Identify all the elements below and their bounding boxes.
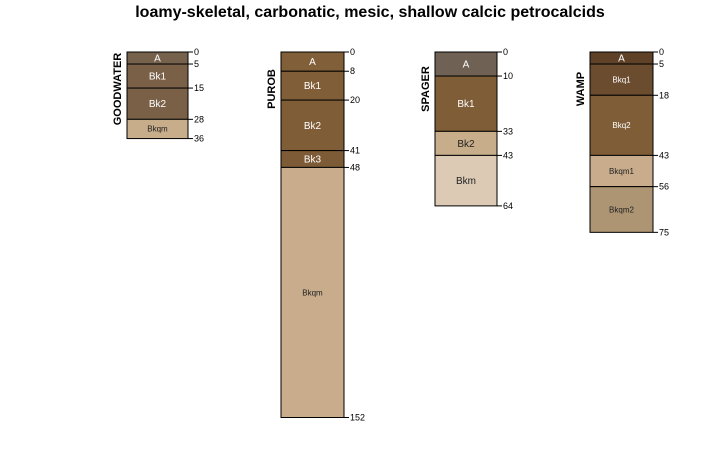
horizon-label: Bkqm: [147, 125, 168, 134]
horizon-label: Bkq1: [612, 75, 631, 84]
depth-label: 0: [503, 47, 508, 57]
profile-name: PUROB: [266, 69, 278, 109]
depth-label: 0: [194, 47, 199, 57]
horizon-label: Bkqm1: [609, 167, 634, 176]
figure-title: loamy-skeletal, carbonatic, mesic, shall…: [135, 4, 605, 21]
horizon-label: A: [309, 57, 316, 68]
profile-name: GOODWATER: [112, 53, 124, 126]
depth-label: 20: [350, 95, 360, 105]
horizon-bk1: [434, 75, 498, 132]
horizon-label: Bkq2: [612, 121, 631, 130]
horizon-bkqm2: [589, 186, 654, 233]
depth-label: 56: [659, 182, 669, 192]
horizon-bk1: [126, 63, 189, 89]
soil-profile-goodwater: GOODWATER A Bk1 Bk2 Bkqm 0 5 15 28 36: [112, 47, 204, 144]
horizon-label: Bk2: [304, 121, 322, 132]
profile-name: SPAGER: [420, 66, 432, 112]
depth-label: 33: [503, 126, 513, 136]
horizon-label: Bkqm2: [609, 205, 634, 214]
depth-label: 36: [194, 134, 204, 144]
horizon-bk2: [280, 99, 345, 152]
horizon-label: Bkqm: [302, 288, 323, 297]
profile-name: WAMP: [575, 72, 587, 106]
depth-label: 5: [194, 59, 199, 69]
depth-label: 43: [503, 150, 513, 160]
horizon-label: Bk1: [149, 72, 167, 83]
horizon-bkq2: [589, 94, 654, 156]
horizon-a: [434, 51, 498, 77]
horizon-bkqm: [280, 166, 345, 418]
depth-label: 48: [350, 162, 360, 172]
depth-label: 8: [350, 66, 355, 76]
horizon-bkqm1: [589, 154, 654, 188]
horizon-bkq1: [589, 63, 654, 96]
horizon-label: Bk2: [149, 99, 167, 110]
horizon-bk2: [126, 87, 189, 120]
depth-label: 152: [350, 413, 365, 423]
horizon-bk1: [280, 70, 345, 101]
horizon-label: Bk2: [457, 139, 475, 150]
horizon-label: A: [618, 54, 625, 65]
depth-label: 75: [659, 227, 669, 237]
depth-label: 15: [194, 83, 204, 93]
soil-profile-spager: SPAGER A Bk1 Bk2 Bkm 0 10 33 43 64: [420, 47, 513, 211]
depth-label: 43: [659, 150, 669, 160]
horizon-bkm: [434, 154, 498, 207]
horizon-label: Bk1: [304, 81, 322, 92]
depth-label: 18: [659, 90, 669, 100]
horizon-label: A: [463, 60, 470, 71]
soil-profile-wamp: WAMP A Bkq1 Bkq2 Bkqm1 Bkqm2 0 5 18 43 56 75: [575, 47, 669, 237]
depth-label: 5: [659, 59, 664, 69]
horizon-label: Bk3: [304, 155, 322, 166]
depth-label: 64: [503, 201, 513, 211]
horizon-label: A: [154, 54, 161, 65]
depth-label: 0: [350, 47, 355, 57]
horizon-label: Bkm: [456, 176, 476, 187]
depth-label: 0: [659, 47, 664, 57]
profiles-group: GOODWATER ABk1Bk2Bkqm05152836PUROBABk1Bk2…: [112, 47, 669, 423]
depth-label: 41: [350, 146, 360, 156]
soil-profile-purob: PUROB A Bk1 Bk2 Bk3 Bkqm 0 8 20 41 48 152: [266, 47, 365, 423]
horizon-label: Bk1: [457, 99, 475, 110]
depth-label: 10: [503, 71, 513, 81]
depth-label: 28: [194, 114, 204, 124]
horizon-bkqm: [126, 118, 189, 140]
